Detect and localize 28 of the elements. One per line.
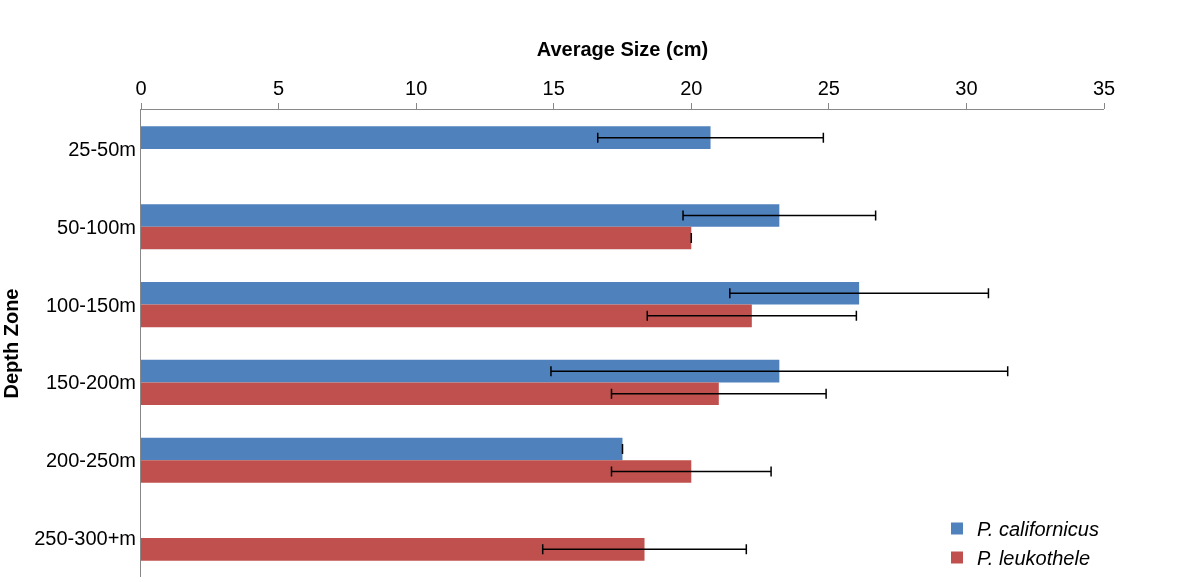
- bar: [141, 126, 711, 149]
- x-axis-title: Average Size (cm): [536, 37, 709, 60]
- x-tick-label: 5: [273, 77, 285, 99]
- x-tick-label: 0: [135, 77, 147, 99]
- bar: [141, 282, 860, 305]
- bar: [141, 359, 780, 383]
- y-tick-label: 200-250m: [45, 449, 136, 472]
- bar: [141, 204, 780, 227]
- y-tick-label: 250-300+m: [34, 527, 136, 550]
- bar: [141, 460, 692, 483]
- bar: [141, 226, 692, 250]
- x-tick-label: 10: [405, 77, 428, 99]
- x-tick-label: 35: [1092, 77, 1116, 99]
- bar: [141, 538, 645, 561]
- bar: [141, 437, 623, 461]
- bar: [141, 304, 752, 328]
- x-tick-label: 30: [955, 77, 978, 99]
- y-tick-label: 25-50m: [68, 137, 136, 160]
- y-axis-title: Depth Zone: [0, 288, 22, 399]
- legend-label: P. californicus: [977, 518, 1099, 541]
- x-tick-label: 20: [680, 77, 703, 99]
- x-tick-label: 25: [817, 77, 840, 99]
- y-tick-label: 50-100m: [57, 215, 136, 238]
- legend-label: P. leukothele: [977, 547, 1091, 570]
- y-tick-label: 100-150m: [45, 293, 136, 316]
- x-tick-label: 15: [542, 77, 565, 99]
- bar: [141, 382, 719, 405]
- y-tick-label: 150-200m: [45, 371, 136, 394]
